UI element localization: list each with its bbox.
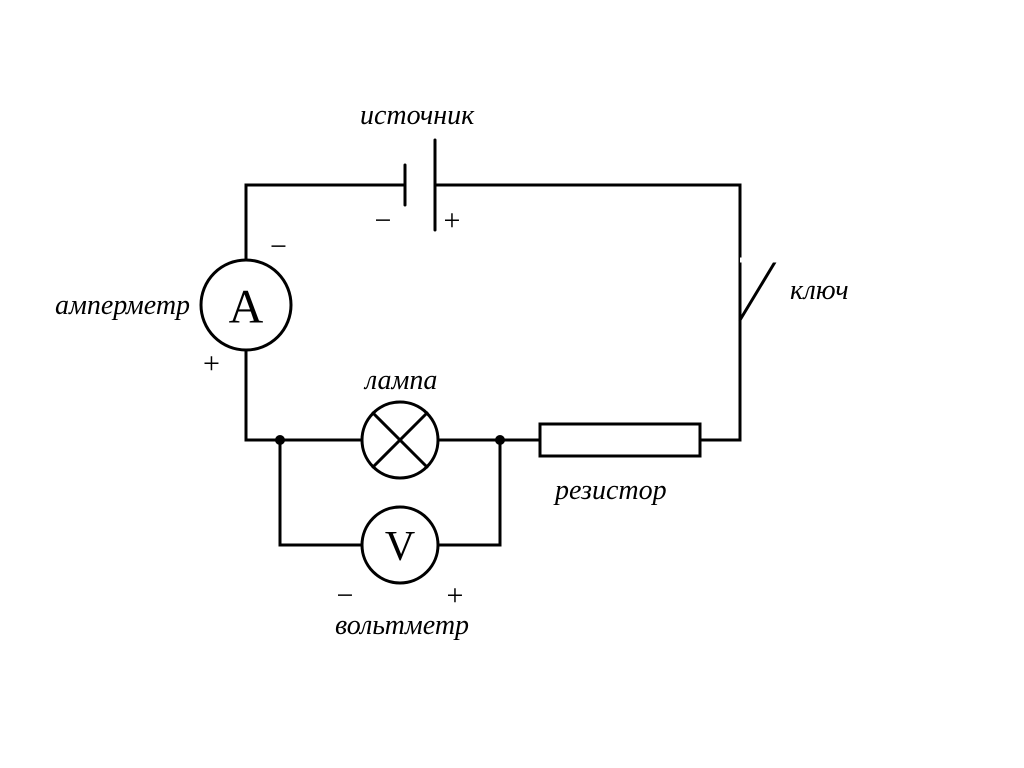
wire-top-right [435,185,740,320]
voltmeter-symbol: V [385,524,415,570]
battery-minus: − [375,204,392,237]
label-voltmeter: вольтметр [335,610,469,642]
ammeter-minus: − [270,230,287,263]
ammeter-symbol: A [229,281,264,334]
node-voltmeter-right [495,435,505,445]
label-resistor: резистор [555,475,667,507]
wire-lamp-ammeter [246,350,362,440]
label-switch: ключ [790,275,849,307]
switch-arm [740,262,775,320]
wire-voltmeter-right [438,440,500,545]
resistor [540,424,700,456]
wire-right-bottom [700,320,740,440]
voltmeter-plus: + [447,579,464,612]
label-lamp: лампа [365,365,437,397]
label-source: источник [360,100,474,132]
wire-voltmeter-left [280,440,362,545]
voltmeter-minus: − [337,579,354,612]
node-voltmeter-left [275,435,285,445]
circuit-diagram: A V − + − + − + [0,0,1024,768]
battery-plus: + [444,204,461,237]
ammeter-plus: + [203,347,220,380]
label-ammeter: амперметр [55,290,190,322]
